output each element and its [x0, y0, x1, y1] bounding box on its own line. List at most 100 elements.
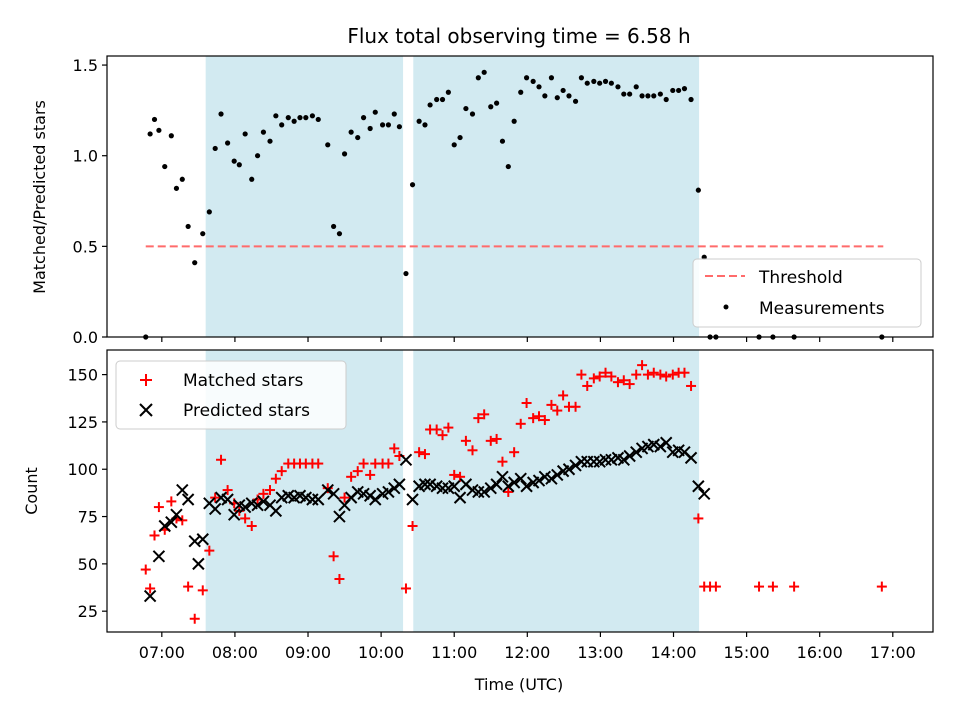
predicted-star-point [477, 485, 491, 499]
matched-star-point [449, 469, 460, 480]
matched-star-point [594, 371, 605, 382]
predicted-star-point [623, 449, 636, 463]
measurement-point [372, 109, 378, 115]
matched-star-point [204, 545, 215, 556]
measurement-point [602, 78, 609, 84]
matched-star-point [558, 390, 569, 401]
top-observing-window [205, 56, 404, 337]
bottom-legend-box [115, 360, 347, 430]
measurement-point [279, 122, 285, 128]
matched-star-point [582, 380, 593, 391]
matched-star-point [383, 458, 394, 469]
matched-star-point [334, 574, 345, 585]
measurement-point [657, 91, 663, 97]
measurement-point [488, 104, 494, 110]
measurement-point [325, 142, 331, 148]
predicted-star-point [502, 480, 515, 493]
measurement-point [151, 116, 158, 123]
top-legend-box [692, 258, 922, 328]
predicted-star-point [170, 508, 183, 521]
predicted-star-point [654, 440, 667, 453]
predicted-star-point [514, 472, 527, 485]
bottom-legend: Matched stars Predicted stars [115, 360, 347, 430]
top-y-tick-label: 1.0 [73, 147, 98, 166]
measurement-point [494, 100, 500, 106]
matched-star-point [258, 488, 269, 499]
measurement-point [511, 118, 517, 124]
measurement-point [185, 223, 191, 230]
predicted-star-point [399, 453, 413, 466]
matched-star-point [618, 375, 629, 386]
matched-star-point [240, 513, 251, 524]
top-y-tick-label: 0.0 [73, 328, 98, 347]
matched-star-point [789, 581, 800, 592]
matched-star-point [276, 466, 287, 477]
measurement-point [355, 134, 361, 141]
bottom-x-ticks: 07:00 08:00 09:00 10:00 11:00 12:00 13:00 14:00… [139, 632, 916, 662]
x-tick-label: 11:00 [431, 643, 477, 662]
matched-star-point [473, 413, 484, 424]
measurement-point [499, 138, 506, 144]
measurement-point [212, 145, 218, 152]
matched-star-point [140, 564, 151, 575]
x-tick-label: 14:00 [650, 643, 696, 662]
measurement-point [427, 102, 433, 108]
top-plot-frame [106, 55, 934, 338]
measurement-point [225, 140, 231, 146]
predicted-star-point [617, 453, 631, 466]
measurement-point [267, 138, 273, 144]
predicted-star-point [393, 478, 406, 491]
top-legend: Threshold Measurements [692, 258, 922, 328]
predicted-star-point [143, 589, 157, 603]
predicted-star-point [484, 481, 497, 495]
matched-star-point [431, 424, 442, 435]
top-y-axis-label: Matched/Predicted stars [30, 100, 49, 294]
predicted-star-point [697, 487, 711, 501]
legend-threshold-label: Threshold [758, 268, 843, 288]
matched-star-point [710, 581, 721, 592]
matched-stars-points [140, 360, 887, 624]
measurement-point [236, 162, 242, 168]
measurement-point [218, 111, 224, 117]
matched-star-point [546, 399, 557, 410]
measurement-point [341, 151, 348, 157]
matched-star-point [642, 369, 653, 380]
matched-star-point [521, 397, 532, 408]
matched-star-point [686, 380, 697, 391]
x-tick-label: 12:00 [504, 643, 550, 662]
measurement-point [572, 98, 579, 104]
matched-star-point [515, 418, 526, 429]
measurement-point [260, 129, 267, 135]
measurement-point [578, 75, 585, 81]
measurement-point [645, 93, 651, 99]
predicted-star-point [520, 480, 533, 493]
predicted-star-point [507, 476, 521, 489]
predicted-star-point [448, 480, 461, 493]
measurement-point [584, 80, 590, 86]
measurement-point [331, 223, 337, 230]
bottom-y-tick-label: 150 [67, 366, 98, 385]
bottom-observing-window [413, 350, 700, 632]
measurement-point [518, 89, 524, 95]
predicted-star-point [238, 500, 252, 514]
x-tick-label: 15:00 [724, 643, 770, 662]
predicted-star-point [436, 481, 449, 495]
measurement-point [695, 187, 701, 193]
measurement-point [391, 111, 397, 117]
legend-matched-label: Matched stars [183, 371, 303, 391]
matched-star-point [407, 521, 418, 532]
predicted-star-point [158, 519, 171, 533]
measurement-point [416, 118, 422, 124]
measurement-point [651, 93, 657, 99]
predicted-star-point [532, 474, 546, 487]
matched-star-point [145, 583, 156, 594]
top-y-ticks: 0.0 0.5 1.0 1.5 [73, 56, 107, 347]
matched-star-point [552, 405, 563, 416]
predicted-star-point [496, 470, 509, 484]
measurement-point [434, 96, 440, 103]
predicted-star-point [453, 491, 467, 504]
matched-star-point [346, 471, 357, 482]
top-x-ticks [161, 337, 894, 342]
measurement-point [168, 133, 174, 139]
predicted-star-point [327, 487, 340, 501]
